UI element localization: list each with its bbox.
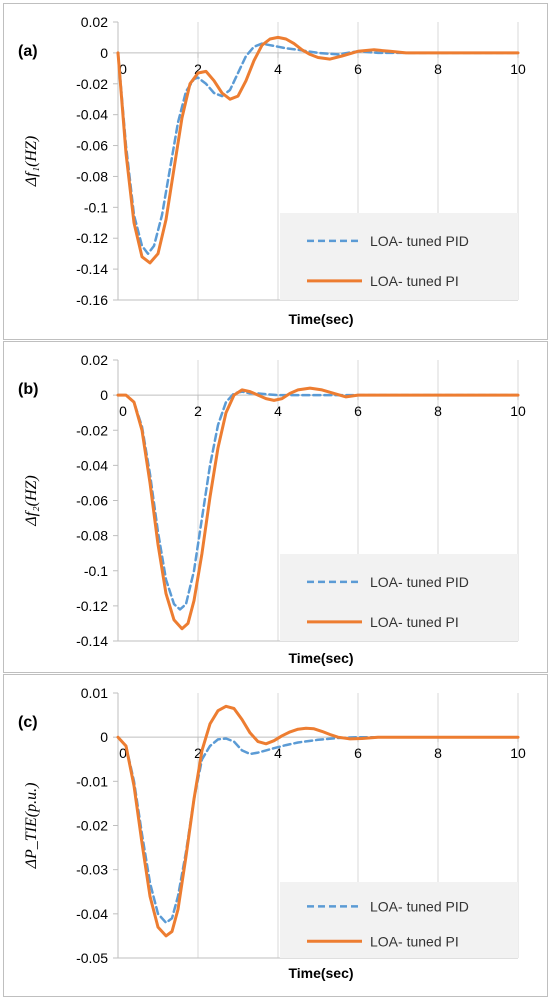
x-tick-label: 4 bbox=[274, 745, 282, 761]
legend-label: LOA- tuned PI bbox=[370, 614, 459, 630]
y-tick-label: -0.05 bbox=[76, 950, 108, 966]
y-tick-label: -0.12 bbox=[76, 598, 108, 614]
legend-label: LOA- tuned PID bbox=[370, 898, 469, 914]
chart-panel-1: 0.02 0 -0.02 -0.04 -0.06 -0.08 -0.1 -0.12 -0.14 -… bbox=[3, 3, 548, 340]
x-tick-label: 6 bbox=[354, 745, 362, 761]
legend-label: LOA- tuned PID bbox=[370, 233, 469, 249]
x-tick-label: 10 bbox=[510, 745, 526, 761]
legend-box bbox=[280, 554, 518, 641]
chart-panel-3: 0.01 0 -0.01 -0.02 -0.03 -0.04 -0.05 0 2 4 6 8 10 LOA… bbox=[3, 674, 548, 997]
x-tick-label: 4 bbox=[274, 61, 282, 77]
y-tick-label: -0.02 bbox=[76, 76, 108, 92]
y-tick-label: 0.02 bbox=[81, 14, 108, 30]
y-tick-label: -0.04 bbox=[76, 107, 108, 123]
y-tick-label: -0.02 bbox=[76, 422, 108, 438]
series-line-pi bbox=[116, 704, 520, 938]
panel-label: (c) bbox=[18, 714, 38, 731]
y-axis-title: Δf₁(HZ) bbox=[23, 136, 40, 188]
y-tick-label: -0.01 bbox=[76, 773, 108, 789]
x-tick-label: 8 bbox=[434, 403, 442, 419]
y-tick-label: -0.14 bbox=[76, 261, 108, 277]
y-tick-label: -0.1 bbox=[84, 563, 108, 579]
x-axis-title: Time(sec) bbox=[288, 311, 353, 327]
x-tick-label: 10 bbox=[510, 61, 526, 77]
x-axis-title: Time(sec) bbox=[288, 650, 353, 666]
y-tick-label: -0.08 bbox=[76, 528, 108, 544]
chart-panel-2: 0.02 0 -0.02 -0.04 -0.06 -0.08 -0.1 -0.12 -0.14 0… bbox=[3, 341, 548, 673]
y-tick-label: -0.12 bbox=[76, 230, 108, 246]
y-tick-label: -0.02 bbox=[76, 818, 108, 834]
y-axis-title: Δf₂(HZ) bbox=[23, 475, 40, 527]
y-tick-label: -0.06 bbox=[76, 138, 108, 154]
y-tick-label: 0 bbox=[100, 387, 108, 403]
series-line-pi bbox=[116, 386, 520, 631]
y-tick-label: -0.03 bbox=[76, 862, 108, 878]
y-tick-label: 0 bbox=[100, 729, 108, 745]
panel-label: (b) bbox=[18, 381, 38, 398]
x-tick-label: 8 bbox=[434, 61, 442, 77]
x-tick-label: 10 bbox=[510, 403, 526, 419]
x-tick-label: 6 bbox=[354, 61, 362, 77]
y-tick-label: 0.01 bbox=[81, 685, 108, 701]
y-tick-label: -0.08 bbox=[76, 168, 108, 184]
x-tick-label: 6 bbox=[354, 403, 362, 419]
series-line-pi bbox=[116, 35, 520, 265]
legend-box bbox=[280, 882, 518, 958]
y-tick-label: -0.06 bbox=[76, 493, 108, 509]
legend-label: LOA- tuned PI bbox=[370, 273, 459, 289]
y-axis-title: ΔP_TIE(p.u.) bbox=[23, 783, 40, 870]
x-tick-label: 0 bbox=[119, 61, 127, 77]
y-tick-label: -0.04 bbox=[76, 906, 108, 922]
x-tick-label: 8 bbox=[434, 745, 442, 761]
x-tick-label: 0 bbox=[119, 745, 127, 761]
panel-label: (a) bbox=[18, 43, 38, 60]
legend-box bbox=[280, 213, 518, 300]
x-axis-title: Time(sec) bbox=[288, 965, 353, 981]
x-tick-label: 2 bbox=[194, 403, 202, 419]
x-tick-label: 2 bbox=[194, 745, 202, 761]
x-tick-label: 0 bbox=[119, 403, 127, 419]
legend-label: LOA- tuned PID bbox=[370, 574, 469, 590]
panel-frame bbox=[3, 674, 548, 997]
y-tick-label: -0.1 bbox=[84, 199, 108, 215]
y-tick-label: -0.14 bbox=[76, 633, 108, 649]
y-tick-label: -0.16 bbox=[76, 292, 108, 308]
legend-label: LOA- tuned PI bbox=[370, 933, 459, 949]
y-tick-label: 0 bbox=[100, 45, 108, 61]
y-tick-label: 0.02 bbox=[81, 352, 108, 368]
series-line-pid bbox=[116, 735, 520, 924]
x-tick-label: 2 bbox=[194, 61, 202, 77]
x-tick-label: 4 bbox=[274, 403, 282, 419]
y-tick-label: -0.04 bbox=[76, 457, 108, 473]
